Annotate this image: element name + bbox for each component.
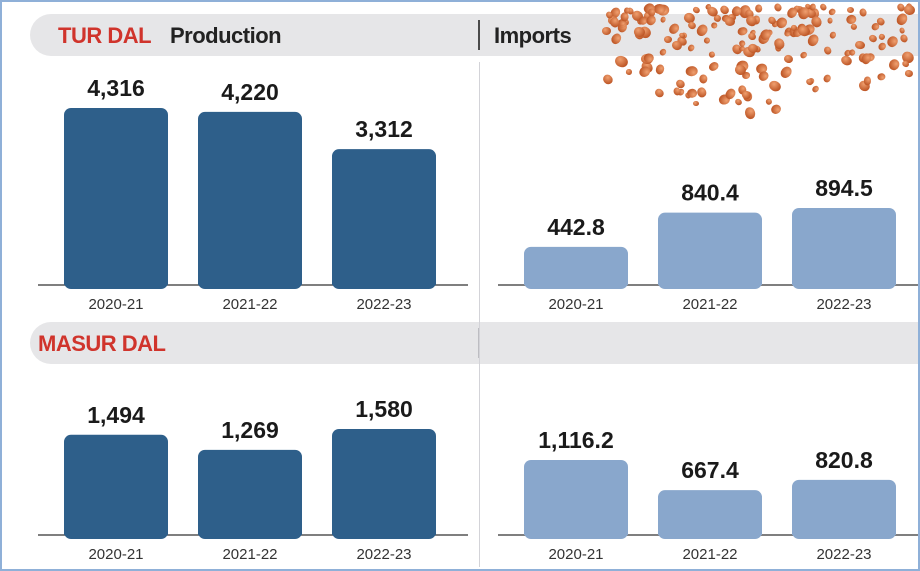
x-tick-label: 2021-22 bbox=[682, 296, 737, 313]
data-label: 1,116.2 bbox=[538, 427, 613, 453]
bar-base bbox=[64, 529, 168, 535]
bar-base bbox=[332, 279, 436, 285]
bar bbox=[792, 208, 896, 289]
lentil-grain bbox=[847, 7, 854, 14]
x-tick-label: 2021-22 bbox=[222, 546, 277, 563]
data-label: 1,269 bbox=[221, 417, 279, 443]
production-label: Production bbox=[170, 23, 282, 48]
x-tick-label: 2022-23 bbox=[816, 296, 871, 313]
data-label: 4,220 bbox=[221, 79, 279, 105]
bar-base bbox=[658, 529, 762, 535]
x-tick-label: 2020-21 bbox=[88, 546, 143, 563]
tur-dal-label: TUR DAL bbox=[58, 23, 152, 48]
bar bbox=[332, 429, 436, 539]
data-label: 1,494 bbox=[87, 402, 145, 428]
data-label: 442.8 bbox=[547, 214, 605, 240]
column-divider bbox=[479, 62, 480, 567]
x-tick-label: 2020-21 bbox=[88, 296, 143, 313]
data-label: 4,316 bbox=[87, 75, 145, 101]
x-tick-label: 2022-23 bbox=[356, 546, 411, 563]
masur-dal-label: MASUR DAL bbox=[38, 331, 166, 356]
data-label: 820.8 bbox=[815, 447, 873, 473]
bar-base bbox=[792, 279, 896, 285]
bar bbox=[64, 434, 168, 539]
lentil-grain bbox=[725, 17, 736, 26]
bar bbox=[658, 490, 762, 539]
data-label: 840.4 bbox=[681, 180, 739, 206]
bar bbox=[198, 449, 302, 539]
x-tick-label: 2020-21 bbox=[548, 546, 603, 563]
data-label: 894.5 bbox=[815, 175, 873, 201]
x-tick-label: 2021-22 bbox=[222, 296, 277, 313]
bar-base bbox=[658, 279, 762, 285]
masur-dal-header-band bbox=[30, 322, 918, 364]
bar-base bbox=[524, 279, 628, 285]
bar-base bbox=[198, 279, 302, 285]
lentil-grain bbox=[602, 27, 611, 35]
bar bbox=[64, 108, 168, 289]
data-label: 1,580 bbox=[355, 396, 413, 422]
header-divider bbox=[478, 20, 480, 50]
x-tick-label: 2020-21 bbox=[548, 296, 603, 313]
bar-base bbox=[792, 529, 896, 535]
imports-label: Imports bbox=[494, 23, 572, 48]
bar-base bbox=[332, 529, 436, 535]
x-tick-label: 2022-23 bbox=[816, 546, 871, 563]
bar-base bbox=[198, 529, 302, 535]
data-label: 667.4 bbox=[681, 457, 739, 483]
bar bbox=[524, 460, 628, 539]
bar bbox=[524, 246, 628, 289]
bar-base bbox=[64, 279, 168, 285]
bar bbox=[792, 479, 896, 539]
x-tick-label: 2021-22 bbox=[682, 546, 737, 563]
x-tick-label: 2022-23 bbox=[356, 296, 411, 313]
bar bbox=[332, 149, 436, 289]
bar bbox=[198, 111, 302, 289]
bar bbox=[658, 212, 762, 289]
bar-base bbox=[524, 529, 628, 535]
data-label: 3,312 bbox=[355, 116, 413, 142]
